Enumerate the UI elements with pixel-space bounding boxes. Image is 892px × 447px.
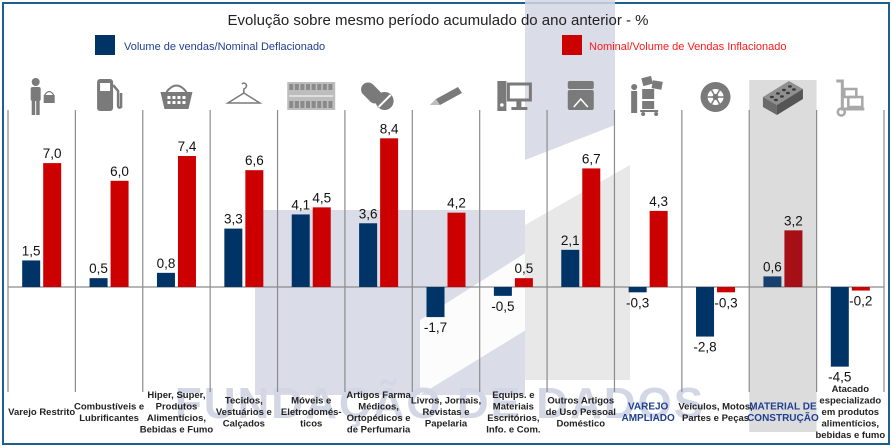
bar-volume-deflacionado <box>493 287 512 296</box>
data-label: 4,2 <box>447 196 466 211</box>
data-label: 2,1 <box>561 233 580 248</box>
shopper-with-cart-boxes-icon <box>631 75 663 116</box>
category-icons <box>30 75 865 117</box>
bar-nominal-inflacionado <box>447 212 466 287</box>
bar-volume-deflacionado <box>830 287 849 367</box>
value-labels: 1,5 0,5 0,8 3,3 4,1 3,6 -1,7 -0,5 2,1 -0,3 -2,8 0,6… <box>22 121 873 384</box>
appliances-store-icon <box>287 82 336 110</box>
pills-icon <box>361 82 394 110</box>
bar-nominal-inflacionado <box>312 207 331 287</box>
data-label: 4,1 <box>291 197 310 212</box>
legend: Volume de vendas/Nominal Deflacionado No… <box>95 35 787 55</box>
category-label: Equips. e Materiais Escritórios, Info. e Co… <box>486 390 540 436</box>
data-label: 6,0 <box>110 164 129 179</box>
bar-nominal-inflacionado <box>43 163 62 287</box>
data-label: -0,3 <box>626 295 649 310</box>
category-label: Combustíveis e Lubrificantes <box>74 401 144 424</box>
data-label: -1,7 <box>424 320 447 335</box>
fuel-pump-icon <box>97 79 123 111</box>
category-label: Hiper, Super, Produtos Alimentícios, Bebida… <box>140 390 214 436</box>
desktop-computer-icon <box>497 81 532 111</box>
data-label: -0,3 <box>714 295 737 310</box>
data-label: -2,8 <box>693 340 716 355</box>
shopping-basket-icon <box>160 84 193 109</box>
category-label: MATERIAL DE CONSTRUÇÃO <box>747 401 819 424</box>
bar-volume-deflacionado <box>291 214 310 287</box>
data-label: -0,2 <box>849 294 872 309</box>
brick-icon <box>762 81 803 115</box>
legend-label-red: Nominal/Volume de Vendas Inflacionado <box>589 41 787 53</box>
bar-volume-deflacionado <box>763 276 782 287</box>
data-label: 6,7 <box>582 151 601 166</box>
bar-volume-deflacionado <box>359 223 378 287</box>
bar-nominal-inflacionado <box>784 230 803 287</box>
bar-nominal-inflacionado <box>514 278 533 287</box>
data-label: 4,5 <box>312 190 331 205</box>
bar-volume-deflacionado <box>22 260 41 287</box>
legend-label-blue: Volume de vendas/Nominal Deflacionado <box>124 41 325 53</box>
category-label: Livros, Jornais, Revistas e Papelaria <box>411 396 481 430</box>
data-label: -4,5 <box>828 370 851 385</box>
category-label: Móveis e Eletrodomés-ticos <box>281 396 342 430</box>
bar-nominal-inflacionado <box>582 168 601 287</box>
bars <box>22 138 870 367</box>
shaded-column <box>749 80 817 432</box>
hand-truck-icon <box>836 79 865 117</box>
data-label: 4,3 <box>649 194 668 209</box>
bar-volume-deflacionado <box>628 287 647 293</box>
bar-nominal-inflacionado <box>851 287 870 291</box>
legend-swatch-blue <box>95 35 115 55</box>
category-label: Tecidos, Vestuários e Calçados <box>216 396 272 430</box>
bar-nominal-inflacionado <box>649 210 668 287</box>
bar-volume-deflacionado <box>426 287 445 318</box>
data-label: 0,8 <box>157 256 176 271</box>
data-label: 0,5 <box>89 261 108 276</box>
data-label: 8,4 <box>380 121 399 136</box>
clothes-hanger-icon <box>225 82 263 104</box>
tire-icon <box>700 82 731 112</box>
data-label: 7,0 <box>43 146 62 161</box>
bar-volume-deflacionado <box>89 278 108 287</box>
category-label: Artigos Farma Médicos, Ortopédicos e de Per… <box>346 390 411 436</box>
watermark-text: FUNDAÇÃO DE DADOS <box>175 378 705 428</box>
bar-nominal-inflacionado <box>380 138 399 287</box>
category-label: Veículos, Motos, Partes e Peças <box>678 401 752 424</box>
category-label: Outros Artigos de Uso Pessoal Doméstico <box>546 396 616 430</box>
data-label: 1,5 <box>22 243 41 258</box>
bar-nominal-inflacionado <box>110 180 129 287</box>
data-label: 0,5 <box>514 261 533 276</box>
data-label: 3,2 <box>784 213 803 228</box>
data-label: 7,4 <box>178 139 197 154</box>
legend-swatch-red <box>562 35 582 55</box>
chart-title: Evolução sobre mesmo período acumulado d… <box>227 12 648 29</box>
category-label: Atacado especializado em produtos alimentíc… <box>815 384 885 441</box>
jewelry-box-icon <box>567 81 594 110</box>
data-label: 3,3 <box>224 212 243 227</box>
category-dividers <box>7 110 885 392</box>
bar-volume-deflacionado <box>224 228 243 287</box>
category-label: Varejo Restrito <box>8 407 75 418</box>
data-label: 6,6 <box>245 153 264 168</box>
pencil-icon <box>430 87 462 105</box>
data-label: 0,6 <box>763 259 782 274</box>
bar-volume-deflacionado <box>156 272 175 287</box>
bar-nominal-inflacionado <box>177 156 196 287</box>
shopper-with-basket-icon <box>30 78 55 115</box>
bar-nominal-inflacionado <box>717 287 736 293</box>
data-label: -0,5 <box>491 299 514 314</box>
bar-nominal-inflacionado <box>245 170 264 287</box>
bar-volume-deflacionado <box>696 287 715 337</box>
data-label: 3,6 <box>359 206 378 221</box>
bar-volume-deflacionado <box>561 249 580 287</box>
category-label: VAREJO AMPLIADO <box>621 401 675 424</box>
